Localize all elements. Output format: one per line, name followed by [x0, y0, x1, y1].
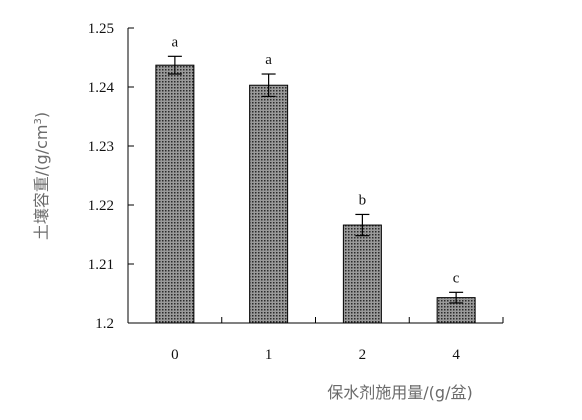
x-tick-label: 0: [171, 347, 179, 363]
error-bar-0: [167, 55, 182, 75]
x-tick-label: 2: [359, 347, 367, 363]
y-tick-label: 1.21: [88, 257, 114, 273]
y-tick-label: 1.24: [88, 80, 115, 96]
x-tick-label: 4: [452, 347, 460, 363]
bar-0: [155, 64, 195, 324]
error-bar-4: [449, 291, 464, 304]
y-tick-label: 1.2: [95, 316, 114, 332]
y-axis-title-suffix: ): [32, 112, 51, 118]
bar-1: [249, 84, 289, 324]
significance-label-1: a: [265, 52, 272, 68]
significance-label-2: b: [359, 192, 367, 208]
plot-area: 1.2 1.21 1.22 1.23 1.24 1.25 0 1 2 4 a a b c: [88, 21, 504, 363]
bar-series: a a b c: [155, 34, 476, 324]
x-axis-title: 保水剂施用量/(g/盆): [327, 383, 472, 402]
y-tick-label: 1.25: [88, 21, 114, 37]
y-tick-label: 1.22: [88, 198, 114, 214]
y-tick-label: 1.23: [88, 139, 114, 155]
y-axis-title-main: 土壤容重/(g/cm: [32, 125, 51, 241]
significance-label-0: a: [172, 34, 179, 50]
bar-2: [342, 224, 382, 324]
error-bar-2: [355, 213, 370, 237]
x-tick-label: 1: [265, 347, 273, 363]
x-axis-ticks: 0 1 2 4: [127, 317, 504, 363]
y-axis-title: 土壤容重/(g/cm3): [32, 112, 51, 240]
significance-label-4: c: [453, 270, 460, 286]
y-axis-ticks: 1.2 1.21 1.22 1.23 1.24 1.25: [88, 21, 134, 332]
error-bar-1: [261, 73, 276, 98]
y-axis-title-superscript: 3: [33, 118, 44, 124]
